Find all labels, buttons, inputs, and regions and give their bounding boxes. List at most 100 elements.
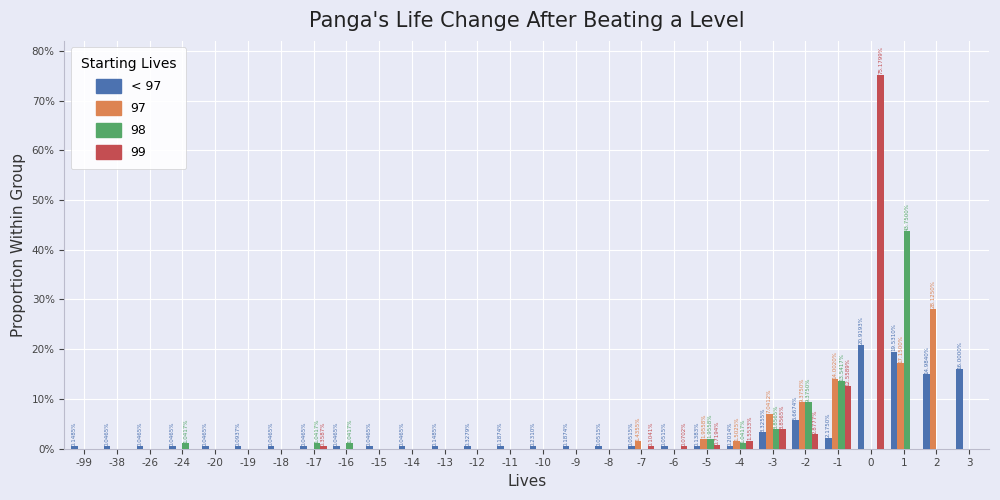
Text: 0.0465%: 0.0465% <box>137 422 142 446</box>
Bar <box>648 446 654 448</box>
Text: 1.0417%: 1.0417% <box>741 418 746 443</box>
Text: 75.1799%: 75.1799% <box>878 46 883 74</box>
Text: 0.1485%: 0.1485% <box>72 422 77 446</box>
Text: 0.0465%: 0.0465% <box>170 422 175 446</box>
Bar <box>595 446 602 448</box>
Bar <box>464 446 471 448</box>
Bar <box>733 441 740 448</box>
Bar <box>746 441 753 448</box>
Text: 1.5025%: 1.5025% <box>734 416 739 440</box>
Text: 14.0020%: 14.0020% <box>832 350 837 378</box>
Y-axis label: Proportion Within Group: Proportion Within Group <box>11 153 26 337</box>
Text: 17.1500%: 17.1500% <box>898 335 903 363</box>
Bar <box>628 446 635 448</box>
Bar <box>766 414 773 448</box>
Text: 19.5310%: 19.5310% <box>891 323 896 351</box>
Bar <box>773 430 779 448</box>
Text: 0.7194%: 0.7194% <box>714 420 719 444</box>
Text: 0.0465%: 0.0465% <box>105 422 110 446</box>
Bar <box>930 309 936 448</box>
Bar <box>202 446 209 448</box>
Bar <box>805 402 812 448</box>
Bar <box>366 446 373 448</box>
Text: 20.9193%: 20.9193% <box>859 316 864 344</box>
Bar <box>897 364 904 448</box>
Bar <box>714 445 720 448</box>
Bar <box>904 231 910 448</box>
Bar <box>635 442 641 448</box>
Bar <box>956 369 963 448</box>
X-axis label: Lives: Lives <box>507 474 546 489</box>
Bar <box>399 446 405 448</box>
Bar <box>923 374 930 448</box>
Text: 0.1874%: 0.1874% <box>498 422 503 446</box>
Text: 16.0000%: 16.0000% <box>957 340 962 368</box>
Bar <box>694 446 700 448</box>
Bar <box>845 386 851 448</box>
Text: 3.3255%: 3.3255% <box>760 407 765 432</box>
Bar <box>740 444 746 448</box>
Bar <box>563 446 569 448</box>
Text: 0.0465%: 0.0465% <box>367 422 372 446</box>
Bar <box>707 439 714 448</box>
Legend: < 97, 97, 98, 99: < 97, 97, 98, 99 <box>71 48 186 169</box>
Bar <box>104 446 110 448</box>
Text: 0.1485%: 0.1485% <box>432 422 437 446</box>
Text: 0.3279%: 0.3279% <box>465 422 470 446</box>
Text: 3.8565%: 3.8565% <box>773 404 778 429</box>
Text: 1.0417%: 1.0417% <box>314 418 319 443</box>
Text: 1.5533%: 1.5533% <box>747 416 752 440</box>
Bar <box>891 352 897 448</box>
Text: 0.0515%: 0.0515% <box>662 422 667 446</box>
Text: 0.0515%: 0.0515% <box>596 422 601 446</box>
Text: 0.2014%: 0.2014% <box>727 422 732 446</box>
Bar <box>169 446 176 448</box>
Text: 1.0417%: 1.0417% <box>347 418 352 443</box>
Title: Panga's Life Change After Beating a Level: Panga's Life Change After Beating a Leve… <box>309 11 744 31</box>
Bar <box>432 446 438 448</box>
Text: 0.0515%: 0.0515% <box>629 422 634 446</box>
Text: 0.1383%: 0.1383% <box>695 422 700 446</box>
Bar <box>877 75 884 448</box>
Text: 0.2310%: 0.2310% <box>531 422 536 446</box>
Text: 0.1874%: 0.1874% <box>563 422 568 446</box>
Text: 43.7500%: 43.7500% <box>904 203 909 230</box>
Text: 1.9558%: 1.9558% <box>708 414 713 438</box>
Bar <box>727 446 733 448</box>
Bar <box>137 446 143 448</box>
Text: 2.1750%: 2.1750% <box>826 413 831 438</box>
Text: 0.1041%: 0.1041% <box>649 422 654 446</box>
Text: 3.8565%: 3.8565% <box>780 404 785 429</box>
Text: 0.0702%: 0.0702% <box>682 422 687 446</box>
Text: 0.3587%: 0.3587% <box>321 422 326 446</box>
Bar <box>700 439 707 448</box>
Bar <box>812 434 818 448</box>
Bar <box>320 446 327 448</box>
Bar <box>792 420 799 448</box>
Text: 13.5417%: 13.5417% <box>839 353 844 381</box>
Bar <box>530 446 536 448</box>
Text: 0.0465%: 0.0465% <box>301 422 306 446</box>
Text: 9.3750%: 9.3750% <box>806 377 811 402</box>
Bar <box>346 444 353 448</box>
Bar <box>779 430 786 448</box>
Bar <box>497 446 504 448</box>
Bar <box>838 382 845 448</box>
Text: 0.0465%: 0.0465% <box>268 422 273 446</box>
Bar <box>661 446 668 448</box>
Bar <box>268 446 274 448</box>
Text: 1.4355%: 1.4355% <box>636 416 641 441</box>
Bar <box>314 444 320 448</box>
Bar <box>681 446 687 448</box>
Text: 7.0412%: 7.0412% <box>767 388 772 413</box>
Bar <box>858 344 864 449</box>
Text: 0.0465%: 0.0465% <box>400 422 405 446</box>
Bar <box>182 444 189 448</box>
Text: 14.9840%: 14.9840% <box>924 346 929 374</box>
Bar <box>832 379 838 448</box>
Text: 12.5589%: 12.5589% <box>845 358 850 386</box>
Text: 2.8777%: 2.8777% <box>813 410 818 434</box>
Bar <box>300 446 307 448</box>
Text: 0.0465%: 0.0465% <box>334 422 339 446</box>
Bar <box>235 446 241 448</box>
